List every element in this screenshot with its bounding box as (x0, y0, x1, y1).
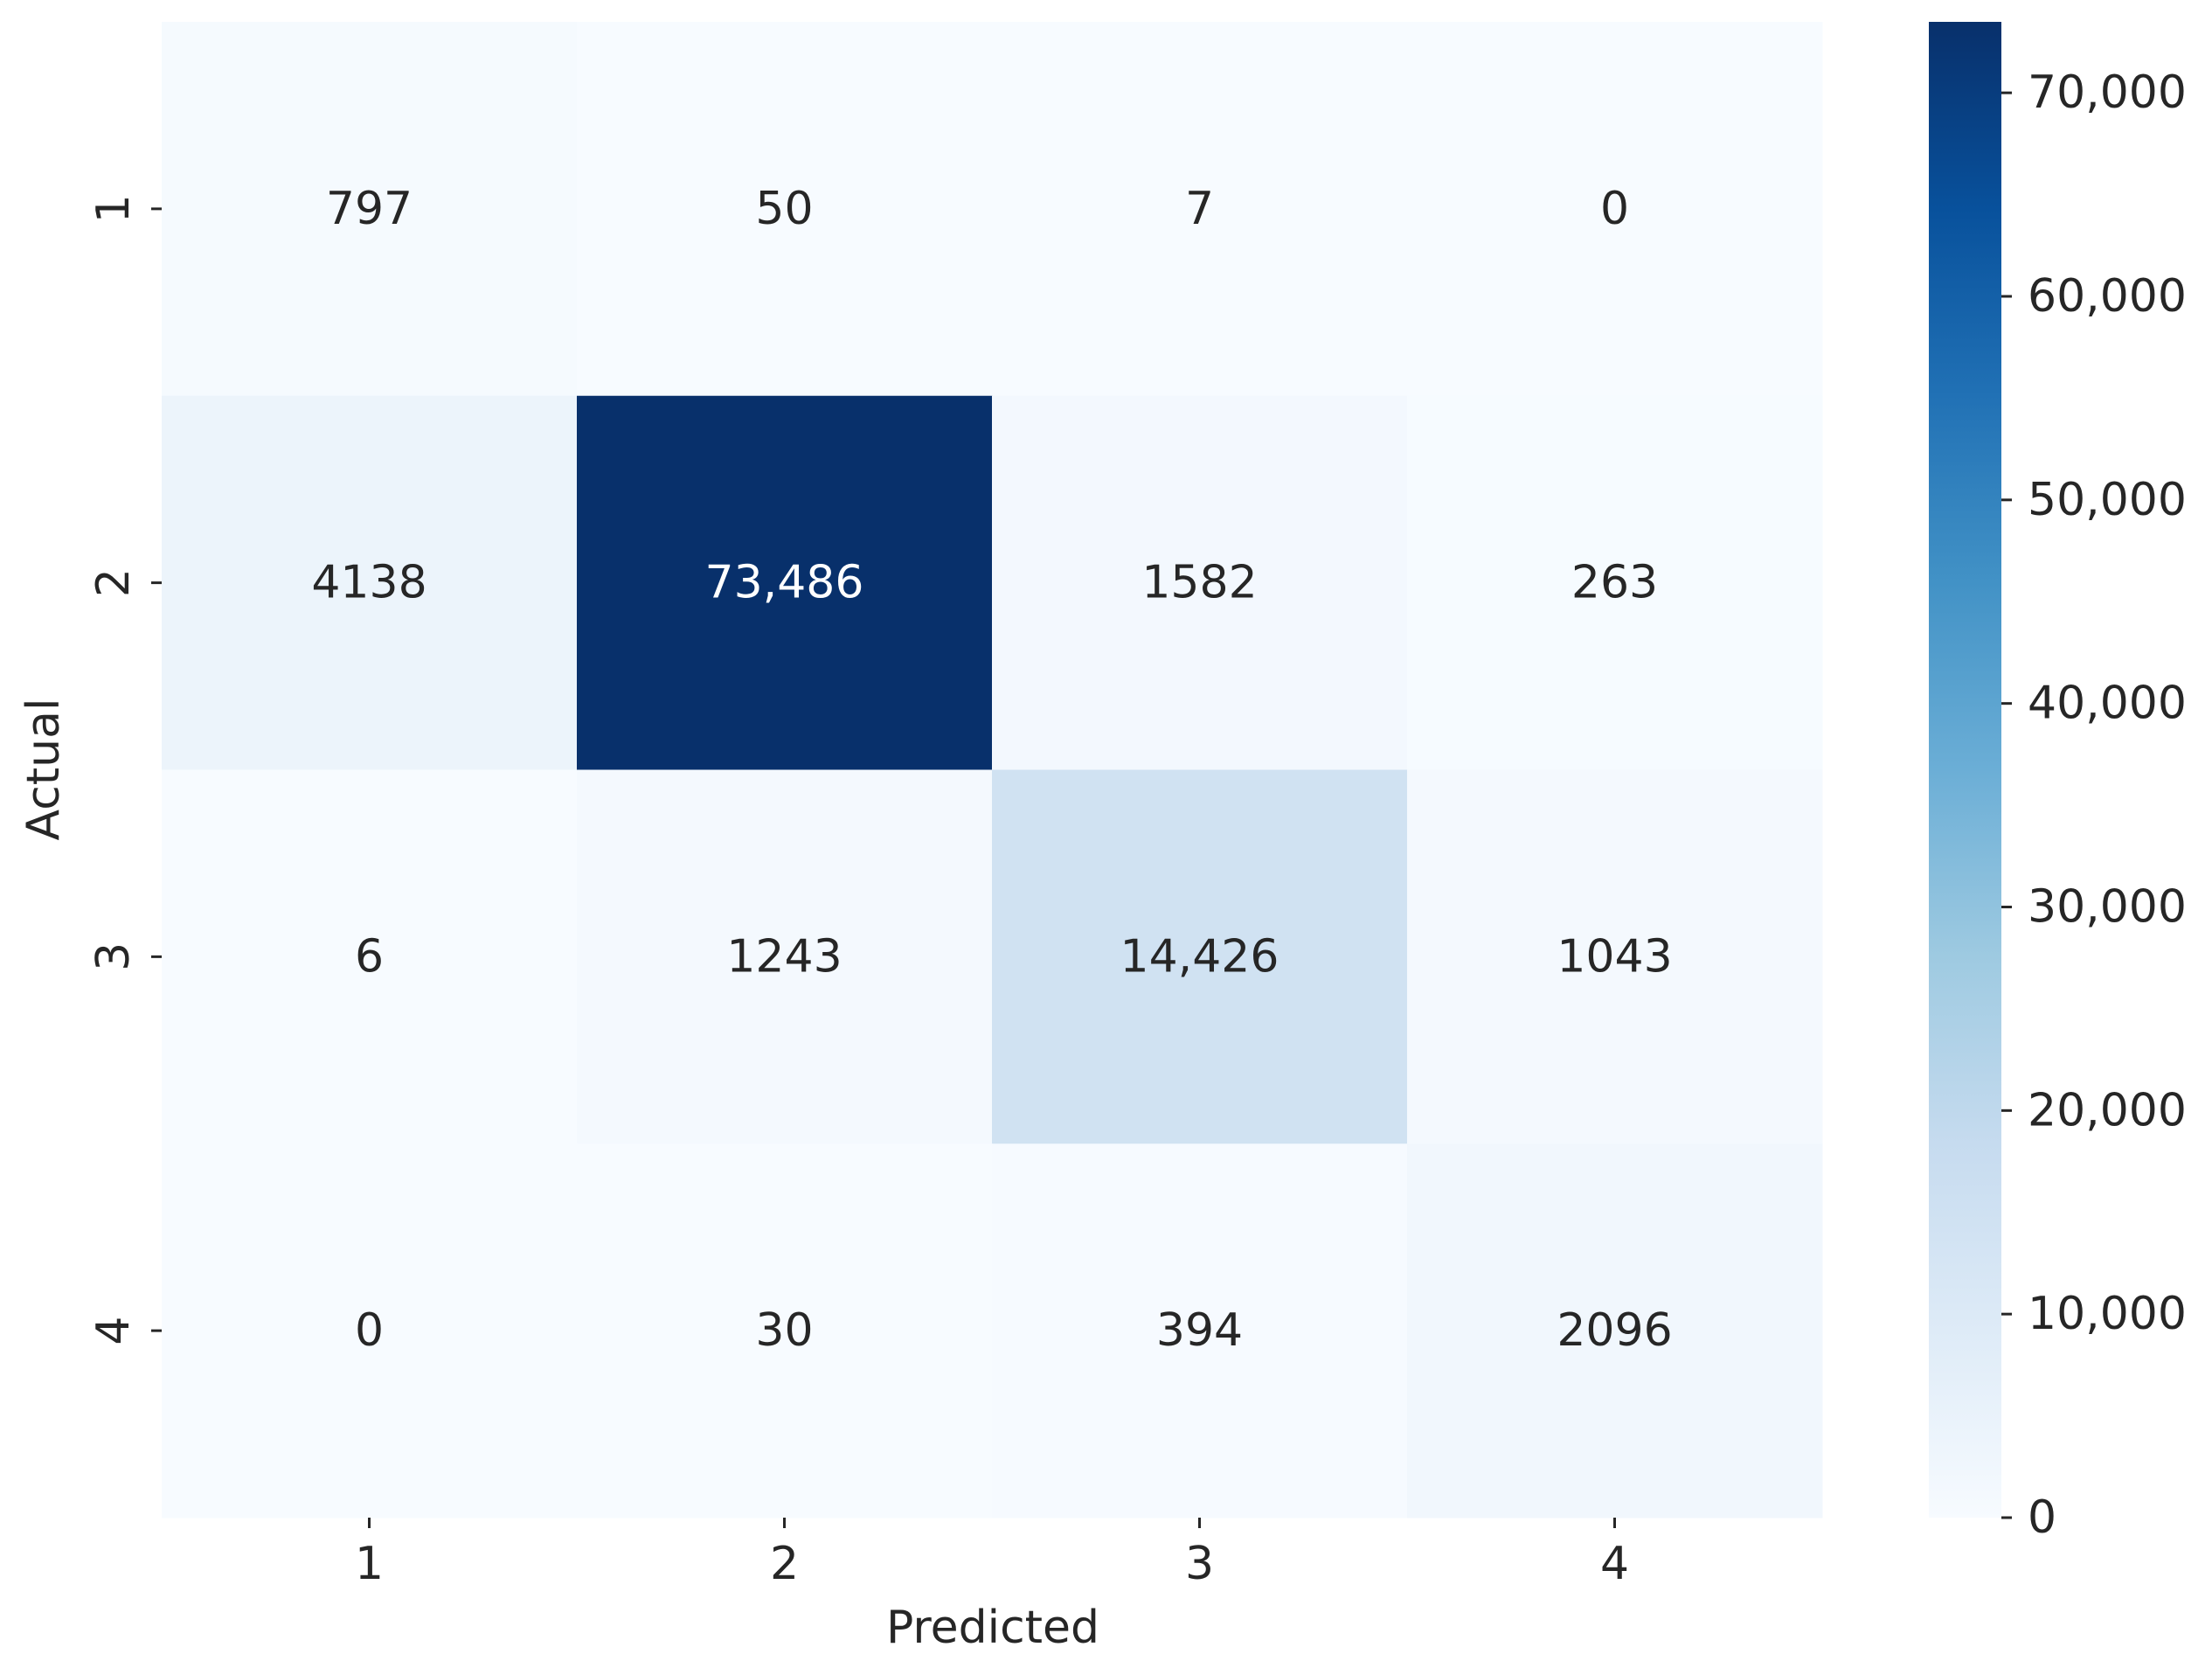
cell-annotation-r1-c3: 7 (1185, 183, 1214, 235)
y-axis-ticks: 1 2 3 4 (87, 194, 162, 1345)
heatmap-cell-r4-c2 (577, 1143, 993, 1519)
y-tick-label: 1 (87, 194, 140, 223)
cell-annotation-r1-c2: 50 (755, 183, 813, 235)
y-axis-title: Actual (17, 698, 70, 841)
x-tick-label: 3 (1185, 1538, 1214, 1590)
x-tick-label: 2 (770, 1538, 799, 1590)
cell-annotation-r3-c3: 14,426 (1120, 930, 1279, 983)
heatmap-cell-r4-c3 (992, 1143, 1408, 1519)
cell-annotation-r2-c3: 1582 (1141, 557, 1257, 609)
x-tick-label: 1 (355, 1538, 384, 1590)
cell-annotation-r4-c3: 394 (1156, 1304, 1243, 1357)
cell-annotation-r2-c2: 73,486 (705, 557, 864, 609)
cell-annotation-r4-c2: 30 (755, 1304, 813, 1357)
cell-annotation-r3-c2: 1243 (726, 930, 842, 983)
heatmap-cell-r3-c4 (1407, 769, 1823, 1144)
heatmap-cell-r1-c1 (162, 22, 578, 397)
cell-annotation-r1-c4: 0 (1600, 183, 1629, 235)
cell-annotation-r3-c4: 1043 (1557, 930, 1672, 983)
colorbar-tick-label: 70,000 (2028, 66, 2187, 119)
y-tick-label: 4 (87, 1317, 140, 1345)
colorbar-tick-label: 60,000 (2028, 270, 2187, 323)
colorbar-tick-label: 30,000 (2028, 880, 2187, 933)
colorbar-tick-label: 20,000 (2028, 1084, 2187, 1136)
heatmap-cell-r2-c2 (577, 395, 993, 770)
heatmap-cell-r3-c1 (162, 769, 578, 1144)
colorbar (1929, 22, 2001, 1518)
heatmap-cell-r2-c4 (1407, 395, 1823, 770)
cell-annotation-r2-c1: 4138 (311, 557, 426, 609)
cell-annotations: 797 50 7 0 4138 73,486 1582 263 6 1243 14,426 1043 0… (311, 183, 1672, 1357)
y-tick-label: 3 (87, 942, 140, 971)
y-tick-label: 2 (87, 568, 140, 597)
x-tick-label: 4 (1600, 1538, 1629, 1590)
heatmap-cell-r2-c1 (162, 395, 578, 770)
heatmap-cell-r1-c3 (992, 22, 1408, 397)
heatmap-cell-r4-c4 (1407, 1143, 1823, 1519)
heatmap-cell-r3-c3 (992, 769, 1408, 1144)
heatmap-cell-r4-c1 (162, 1143, 578, 1519)
heatmap-cell-r1-c2 (577, 22, 993, 397)
colorbar-ticks: 0 10,000 20,000 30,000 40,000 50,000 60,000 70,… (2001, 66, 2187, 1544)
cell-annotation-r1-c1: 797 (326, 183, 413, 235)
colorbar-tick-label: 40,000 (2028, 678, 2187, 730)
colorbar-tick-label: 10,000 (2028, 1288, 2187, 1340)
heatmap-cell-r1-c4 (1407, 22, 1823, 397)
colorbar-tick-label: 0 (2028, 1491, 2056, 1544)
heatmap-cell-r2-c3 (992, 395, 1408, 770)
cell-annotation-r2-c4: 263 (1571, 557, 1658, 609)
x-axis-title: Predicted (886, 1602, 1099, 1654)
x-axis-ticks: 1 2 3 4 (355, 1518, 1629, 1590)
heatmap-cells (162, 22, 1823, 1519)
colorbar-tick-label: 50,000 (2028, 474, 2187, 526)
heatmap-cell-r3-c2 (577, 769, 993, 1144)
cell-annotation-r4-c4: 2096 (1557, 1304, 1672, 1357)
cell-annotation-r4-c1: 0 (355, 1304, 384, 1357)
cell-annotation-r3-c1: 6 (355, 930, 384, 983)
